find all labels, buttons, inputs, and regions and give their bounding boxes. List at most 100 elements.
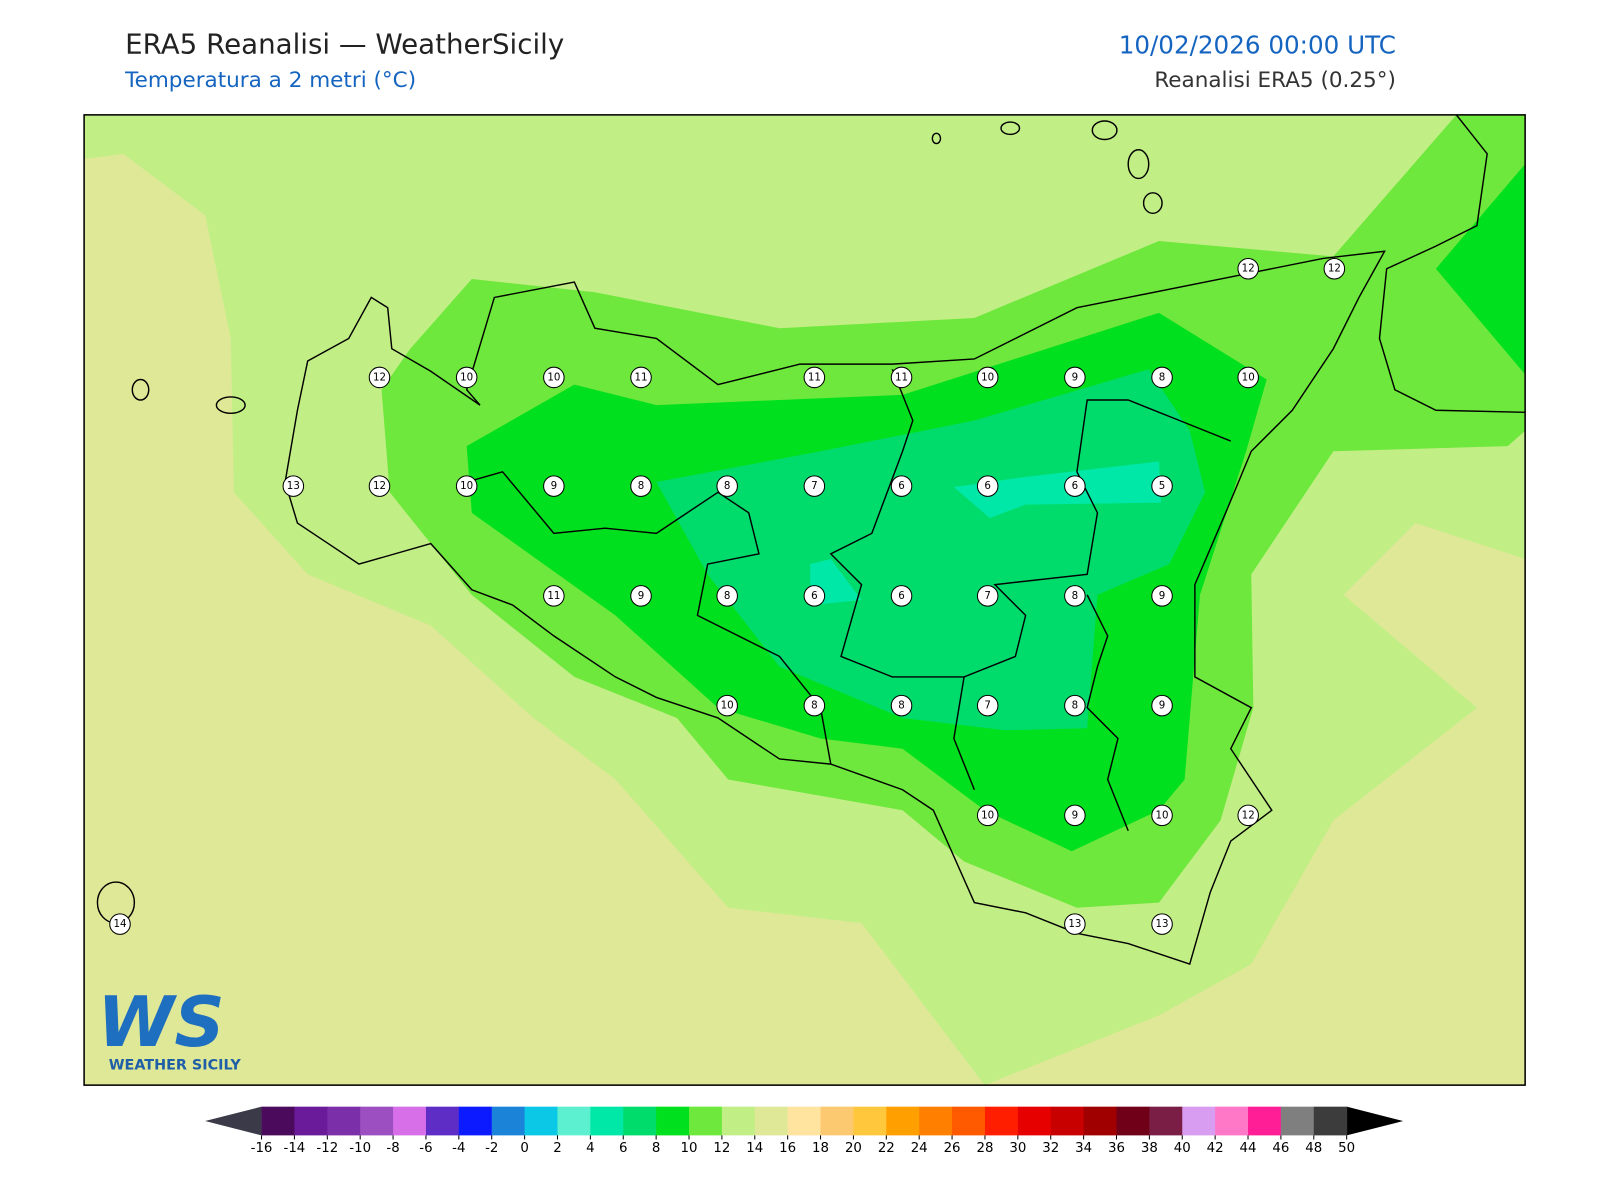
- colorbar-label: -10: [349, 1141, 371, 1156]
- source: Reanalisi ERA5 (0.25°): [1154, 68, 1396, 93]
- station-value: 14: [113, 918, 126, 930]
- station-value: 8: [724, 590, 731, 602]
- station-marker: [1064, 913, 1086, 935]
- colorbar-segment: [1215, 1106, 1249, 1136]
- colorbar-segment: [1017, 1106, 1052, 1136]
- station-value: 9: [551, 480, 558, 492]
- station-marker: [890, 366, 913, 389]
- stations: 12 12 12 10 10 11 11 11 10 9 8 10 13 12 10 9 8 8 7 6 6 6 5 11 9 8…: [109, 257, 1346, 935]
- colorbar-segment: [261, 1106, 295, 1136]
- station-value: 9: [1072, 809, 1079, 821]
- station-marker: [1064, 585, 1086, 607]
- title: ERA5 Reanalisi — WeatherSicily: [125, 27, 564, 60]
- field: [1435, 164, 1526, 375]
- colorbar-segment: [524, 1106, 558, 1136]
- station-value: 7: [811, 480, 818, 492]
- colorbar-segment: [721, 1106, 756, 1136]
- station-value: 6: [1072, 480, 1079, 492]
- colorbar-segment: [853, 1106, 887, 1136]
- station-value: 8: [638, 480, 645, 492]
- colorbar-segment: [590, 1106, 624, 1136]
- colorbar-label: 4: [586, 1141, 594, 1156]
- station-marker: [543, 585, 565, 607]
- station-marker: [109, 913, 131, 935]
- station-value: 11: [808, 371, 821, 383]
- station-value: 8: [1072, 700, 1079, 712]
- colorbar-label: 24: [911, 1141, 928, 1156]
- station-marker: [1237, 257, 1259, 280]
- colorbar-segment: [1248, 1106, 1282, 1136]
- station-value: 8: [811, 700, 818, 712]
- station-marker: [716, 585, 738, 607]
- colorbar-label: 42: [1207, 1141, 1224, 1156]
- logo-mark: WS: [97, 982, 224, 1063]
- station-marker: [803, 585, 826, 607]
- colorbar-label: 12: [713, 1141, 730, 1156]
- station-marker: [1151, 913, 1173, 935]
- colorbar-segment: [787, 1106, 822, 1136]
- island: [1091, 120, 1118, 141]
- island: [131, 378, 150, 401]
- island: [1142, 192, 1163, 215]
- station-marker: [976, 366, 999, 389]
- field: [953, 461, 1162, 518]
- colorbar-label: -14: [284, 1141, 306, 1156]
- station-marker: [1151, 804, 1173, 827]
- colorbar-label: 34: [1075, 1141, 1092, 1156]
- station-marker: [976, 694, 999, 717]
- datetime: 10/02/2026 00:00 UTC: [1119, 30, 1396, 59]
- station-value: 10: [1242, 371, 1255, 383]
- colorbar-label: 50: [1338, 1141, 1355, 1156]
- station-marker: [543, 475, 565, 497]
- station-value: 11: [895, 371, 908, 383]
- station-marker: [976, 804, 999, 827]
- colorbar-label: 36: [1108, 1141, 1125, 1156]
- colorbar-label: -6: [419, 1141, 432, 1156]
- station-marker: [1237, 804, 1259, 827]
- island: [931, 132, 942, 145]
- logo-text: WEATHER SICILY: [109, 1058, 242, 1074]
- coastline: [1378, 114, 1526, 414]
- station-marker: [1064, 475, 1086, 497]
- colorbar-segment: [360, 1106, 394, 1136]
- island: [215, 396, 246, 415]
- station-value: 13: [1068, 918, 1081, 930]
- station-marker: [455, 366, 478, 389]
- station-marker: [803, 366, 826, 389]
- colorbar-segment: [1083, 1106, 1118, 1136]
- station-value: 13: [1156, 918, 1169, 930]
- colorbar-label: 8: [652, 1141, 660, 1156]
- colorbar-segment: [393, 1106, 427, 1136]
- station-value: 13: [287, 480, 300, 492]
- colorbar-segment: [1313, 1106, 1348, 1136]
- station-value: 6: [898, 480, 905, 492]
- station-value: 10: [460, 371, 473, 383]
- colorbar-segment: [327, 1106, 361, 1136]
- field: [656, 369, 1206, 731]
- station-marker: [1151, 475, 1173, 497]
- colorbar-segment: [984, 1106, 1019, 1136]
- colorbar-label: 40: [1174, 1141, 1191, 1156]
- colorbar-segment: [458, 1106, 493, 1136]
- station-marker: [1323, 257, 1346, 280]
- station-marker: [1151, 366, 1173, 389]
- colorbar-label: 10: [681, 1141, 698, 1156]
- colorbar-label: -16: [251, 1141, 273, 1156]
- colorbar-label: -4: [452, 1141, 465, 1156]
- colorbar-label: 14: [746, 1141, 763, 1156]
- station-marker: [543, 366, 565, 389]
- colorbar-segment: [689, 1106, 723, 1136]
- station-value: 8: [724, 480, 731, 492]
- map-frame: [83, 114, 1526, 1086]
- station-marker: [890, 585, 913, 607]
- island: [1127, 149, 1150, 180]
- station-marker: [1151, 694, 1173, 717]
- colorbar: -16 -14 -12 -10 -8 -6 -4 -2 0 2 4 6 8 10 12 14 16 18 20 22 2…: [205, 1106, 1404, 1156]
- coastline: [284, 250, 1386, 966]
- colorbar-segment: [1280, 1106, 1315, 1136]
- colorbar-segment: [656, 1106, 690, 1136]
- colorbar-label: -2: [485, 1141, 498, 1156]
- station-value: 6: [811, 590, 818, 602]
